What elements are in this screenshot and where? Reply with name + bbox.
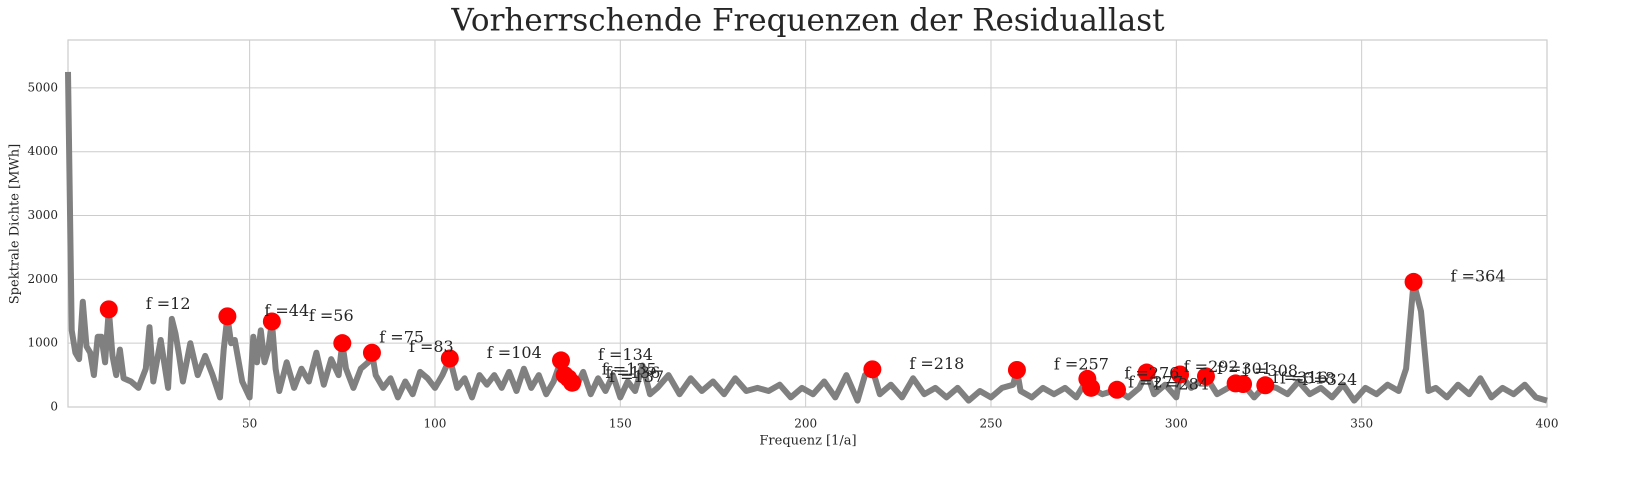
peak-label: f =136	[605, 363, 660, 382]
y-tick-label: 3000	[27, 208, 58, 222]
peak-marker	[1256, 376, 1275, 395]
x-tick-label: 100	[424, 417, 447, 431]
y-tick-label: 1000	[27, 336, 58, 350]
peak-marker	[1108, 380, 1127, 399]
peak-marker	[552, 351, 570, 370]
y-tick-label: 5000	[27, 80, 58, 94]
peak-label: f =257	[1054, 354, 1109, 373]
peak-label: f =218	[909, 354, 964, 373]
peak-label: f =56	[309, 306, 354, 325]
peak-label: f =134	[598, 345, 653, 364]
peak-marker	[863, 360, 882, 379]
plot-frame	[67, 39, 1548, 408]
peak-label: f =308	[1243, 361, 1298, 380]
peak-label: f =276	[1124, 363, 1179, 382]
peak-label: f =12	[146, 294, 191, 313]
peak-label: f =316	[1273, 368, 1328, 387]
peak-label: f =83	[409, 337, 454, 356]
peak-marker	[1007, 360, 1026, 379]
peak-label: f =318	[1280, 369, 1335, 388]
peak-label: f =301	[1217, 359, 1272, 378]
peak-label: f =324	[1302, 370, 1357, 389]
x-tick-label: 400	[1536, 417, 1559, 431]
peak-marker	[563, 373, 582, 392]
peak-marker	[1171, 365, 1190, 384]
peak-marker	[218, 307, 237, 326]
peak-marker	[362, 343, 381, 362]
y-axis-label: Spektrale Dichte [MWh]	[8, 144, 23, 304]
y-tick-label: 2000	[27, 272, 58, 286]
peak-marker	[1404, 272, 1423, 291]
peak-label: f =277	[1128, 372, 1183, 391]
peak-marker	[99, 300, 118, 319]
x-axis-label: Frequenz [1/a]	[759, 434, 856, 449]
x-tick-label: 50	[242, 417, 257, 431]
x-tick-label: 150	[609, 417, 632, 431]
x-tick-label: 350	[1350, 417, 1373, 431]
peak-label: f =44	[264, 301, 309, 320]
y-tick-label: 0	[50, 400, 58, 414]
peak-label: f =284	[1154, 374, 1209, 393]
peak-marker	[1196, 367, 1215, 386]
x-tick-label: 300	[1165, 417, 1188, 431]
peak-marker	[1137, 363, 1156, 382]
peak-label: f =137	[609, 367, 664, 386]
peak-label: f =75	[379, 328, 424, 347]
peak-marker	[333, 334, 352, 353]
chart-title: Vorherrschende Frequenzen der Residualla…	[450, 3, 1165, 39]
peak-label: f =292	[1184, 357, 1239, 376]
peak-marker	[440, 349, 459, 368]
x-tick-label: 250	[980, 417, 1003, 431]
peak-label: f =364	[1451, 266, 1506, 285]
x-tick-label: 200	[794, 417, 817, 431]
peak-label: f =104	[487, 343, 542, 362]
y-tick-label: 4000	[27, 144, 58, 158]
spectrum-line	[65, 71, 1548, 404]
peak-marker	[262, 312, 281, 331]
peak-marker	[1082, 378, 1101, 397]
peak-marker	[1234, 375, 1253, 394]
peak-label: f =135	[602, 360, 657, 379]
